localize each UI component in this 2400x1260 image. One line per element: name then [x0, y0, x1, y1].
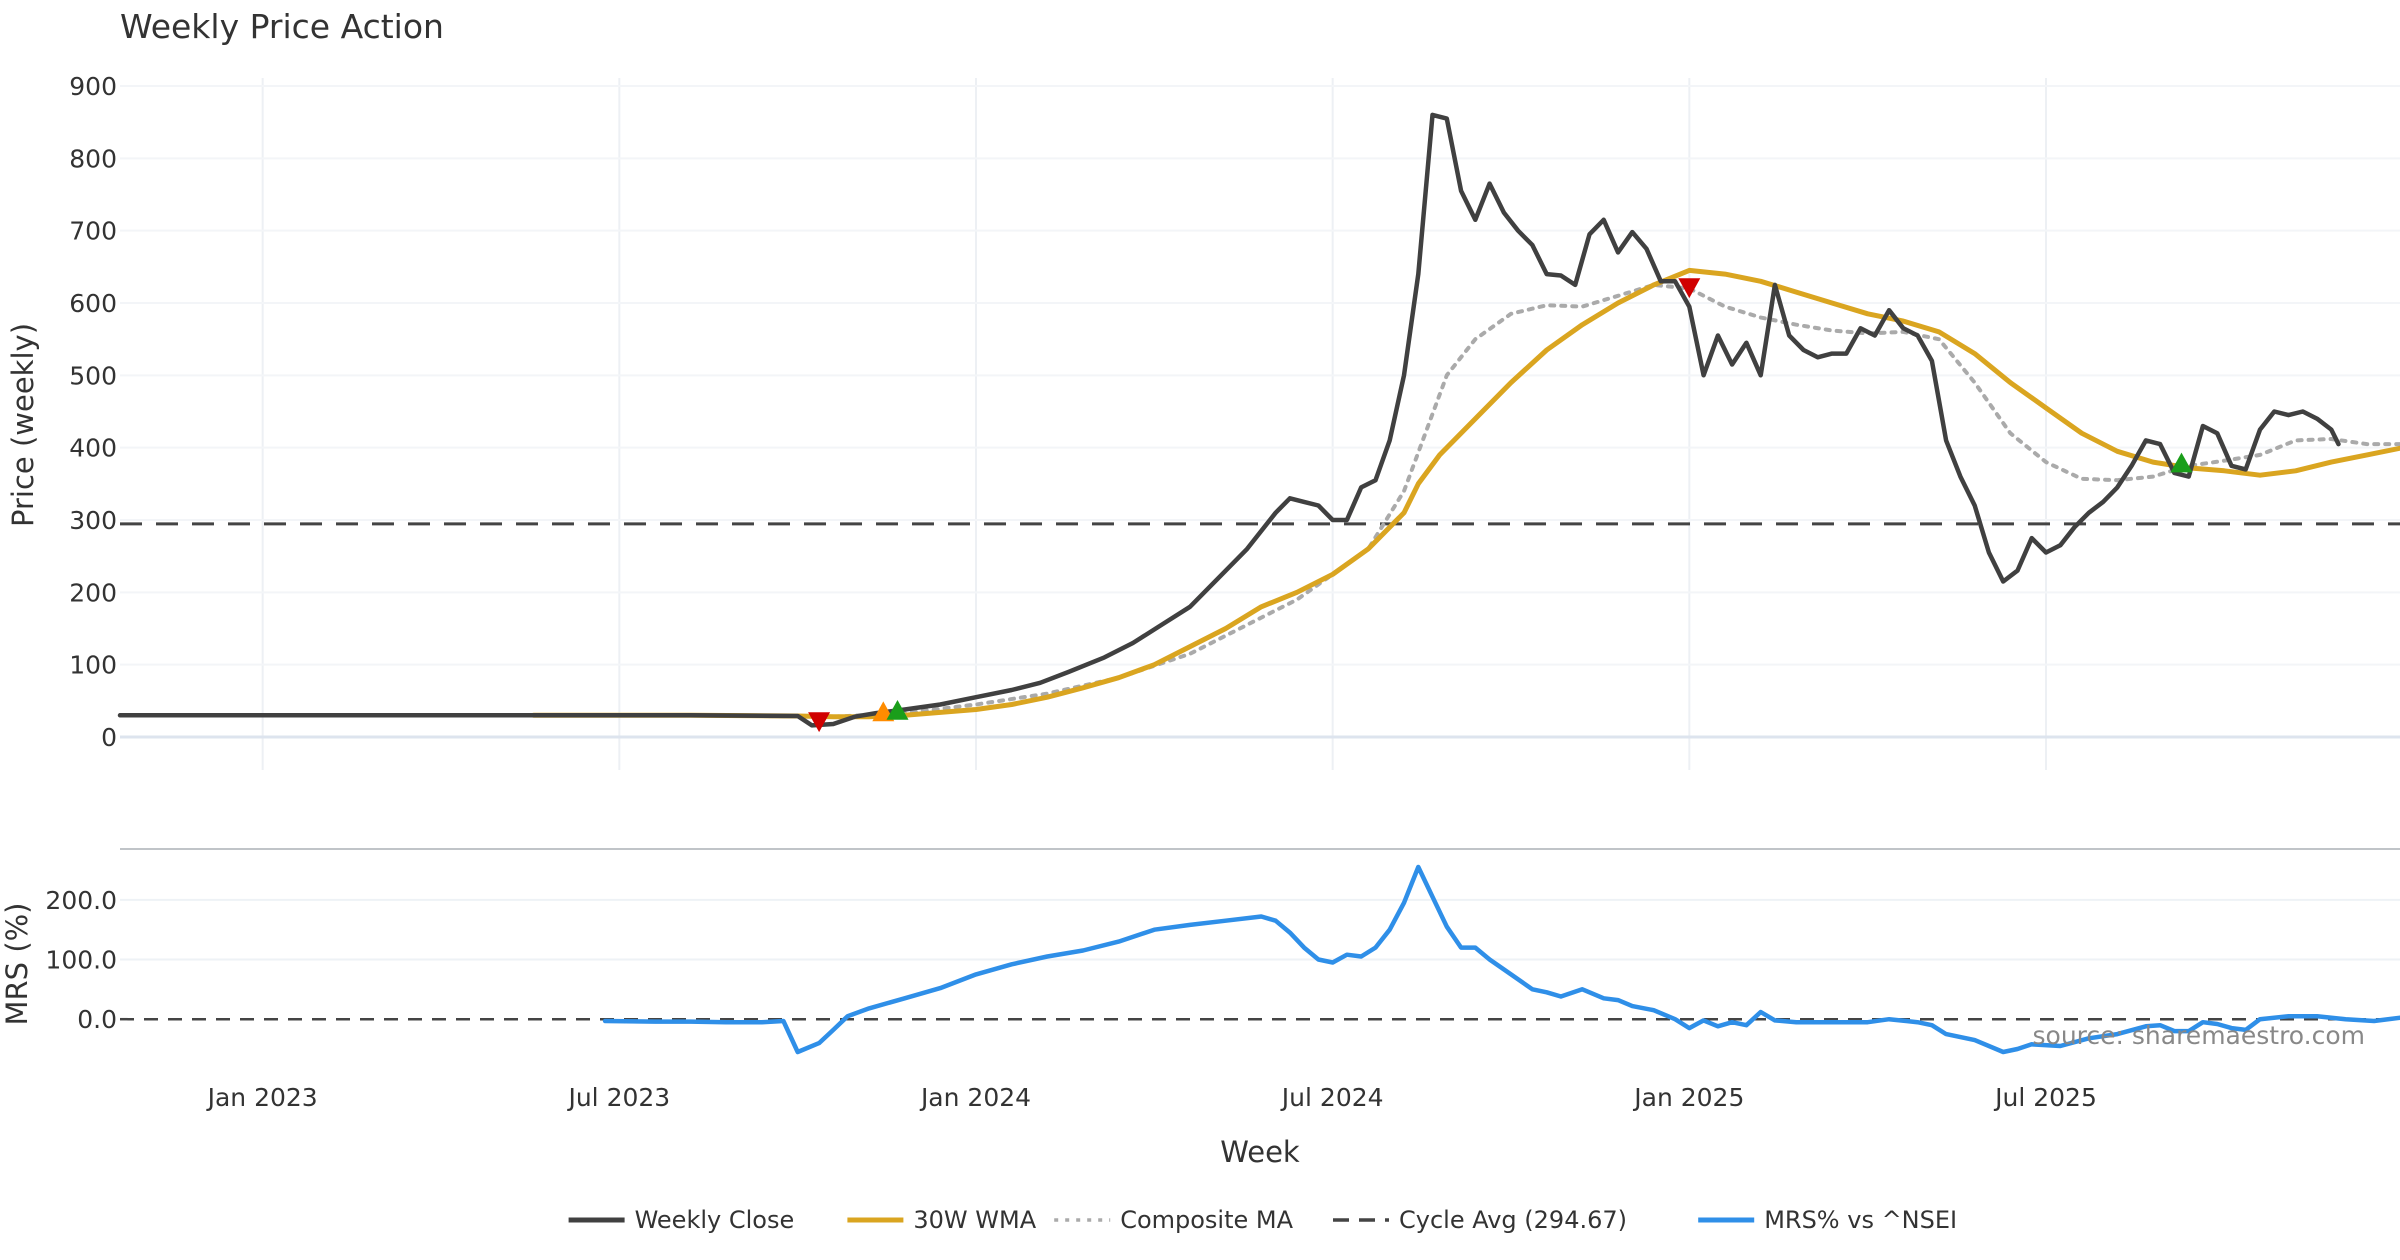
mrs-y-tick-label: 100.0 [45, 946, 117, 975]
buy-signal-marker [2170, 452, 2193, 473]
price-y-tick-label: 700 [69, 217, 117, 246]
price-y-tick-label: 600 [69, 289, 117, 318]
x-axis-label: Week [1220, 1135, 1300, 1169]
mrs-y-tick-label: 200.0 [45, 886, 117, 915]
x-tick-label: Jan 2024 [919, 1083, 1031, 1112]
series-30w-wma [531, 267, 2400, 720]
signal-markers [808, 278, 2193, 733]
legend: Weekly Close 30W WMA Composite MA Cycle Avg… [568, 1206, 1957, 1234]
x-tick-label: Jan 2025 [1632, 1083, 1744, 1112]
price-y-tick-label: 900 [69, 72, 117, 101]
mrs-panel-grid [120, 898, 2400, 961]
legend-label: Weekly Close [635, 1206, 795, 1234]
price-y-tick-label: 400 [69, 434, 117, 463]
mrs-y-tick-label: 0.0 [77, 1005, 117, 1034]
mrs-y-axis: 0.0 100.0 200.0 [45, 886, 117, 1034]
legend-label: Composite MA [1120, 1206, 1293, 1234]
price-panel-grid [120, 78, 2400, 770]
x-tick-label: Jul 2025 [1993, 1083, 2097, 1112]
sell-signal-marker [1678, 278, 1701, 299]
mrs-series [120, 864, 2400, 1055]
x-tick-label: Jul 2024 [1280, 1083, 1384, 1112]
series-weekly-close [117, 112, 2341, 728]
x-axis: Jan 2023 Jul 2023 Jan 2024 Jul 2024 Jan 2025… [206, 1083, 2097, 1112]
mrs-y-axis-label: MRS (%) [0, 903, 34, 1026]
series-mrs-vs-nsei [602, 864, 2400, 1055]
price-y-tick-label: 100 [69, 651, 117, 680]
legend-label: Cycle Avg (294.67) [1399, 1206, 1627, 1234]
price-y-axis: 0 100 200 300 400 500 600 700 800 900 [69, 72, 117, 752]
legend-label: 30W WMA [913, 1206, 1036, 1234]
price-y-axis-label: Price (weekly) [6, 323, 40, 527]
source-annotation: source: sharemaestro.com [2033, 1021, 2366, 1050]
chart-title: Weekly Price Action [120, 7, 444, 46]
price-y-tick-label: 200 [69, 578, 117, 607]
price-y-tick-label: 0 [101, 723, 117, 752]
price-y-tick-label: 500 [69, 361, 117, 390]
price-y-tick-label: 800 [69, 144, 117, 173]
buy-signal-marker [886, 700, 909, 720]
x-tick-label: Jul 2023 [566, 1083, 670, 1112]
price-y-tick-label: 300 [69, 506, 117, 535]
x-tick-label: Jan 2023 [206, 1083, 318, 1112]
legend-label: MRS% vs ^NSEI [1764, 1206, 1957, 1234]
sell-signal-marker [808, 712, 831, 733]
